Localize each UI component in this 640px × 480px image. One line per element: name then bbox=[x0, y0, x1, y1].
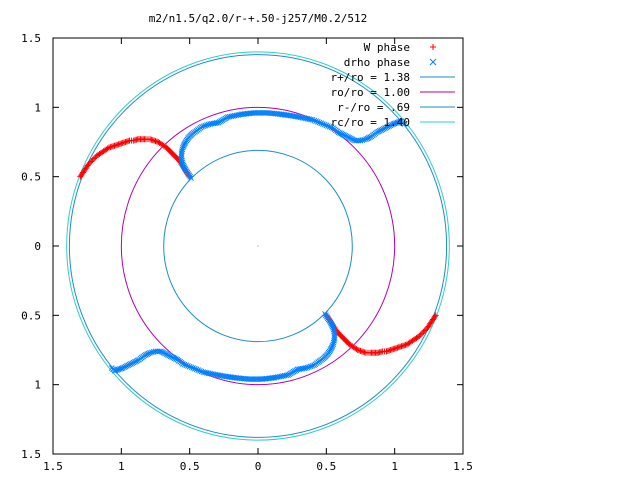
origin-dot bbox=[257, 245, 259, 247]
y-tick-label: 1 bbox=[34, 101, 41, 114]
drho-phase-point bbox=[188, 364, 195, 371]
drho-phase-point bbox=[321, 121, 328, 128]
w-phase-point bbox=[405, 340, 412, 347]
x-tick-label: 0.5 bbox=[180, 460, 200, 473]
legend-label: W phase bbox=[364, 41, 410, 54]
reference-circles bbox=[66, 51, 450, 441]
drho-phase-point bbox=[328, 124, 335, 131]
y-tick-label: 1 bbox=[34, 379, 41, 392]
drho-phase-point bbox=[108, 365, 115, 371]
w-phase-point bbox=[86, 159, 93, 166]
legend-entry: W phase bbox=[364, 41, 436, 54]
circle-r-ro bbox=[163, 149, 353, 343]
drho-phase-point bbox=[320, 121, 326, 127]
drho-phase-point bbox=[309, 362, 316, 369]
drho-phase-point bbox=[213, 120, 220, 126]
series-drho-phase bbox=[108, 110, 408, 382]
circle-ro-ro bbox=[120, 106, 396, 386]
w-phase-point bbox=[421, 327, 428, 334]
drho-phase-point bbox=[204, 122, 210, 128]
x-tick-label: 1.5 bbox=[453, 460, 473, 473]
y-tick-label: 1.5 bbox=[21, 32, 41, 45]
drho-phase-point bbox=[313, 118, 319, 125]
legend-label: drho phase bbox=[344, 56, 410, 69]
y-tick-label: 0.5 bbox=[21, 309, 41, 322]
legend-label: r-/ro = .69 bbox=[337, 101, 410, 114]
drho-phase-point bbox=[296, 366, 303, 372]
drho-phase-point bbox=[202, 122, 209, 129]
drho-phase-point bbox=[200, 123, 207, 130]
drho-phase-point bbox=[200, 369, 207, 376]
drho-phase-point bbox=[361, 136, 367, 143]
drho-phase-point bbox=[306, 364, 312, 370]
w-phase-point bbox=[89, 157, 96, 164]
data-series bbox=[77, 110, 439, 382]
drho-phase-point bbox=[307, 363, 314, 370]
legend-entry: drho phase bbox=[344, 56, 437, 69]
w-phase-point bbox=[104, 145, 111, 152]
w-phase-point bbox=[88, 158, 95, 165]
x-tick-label: 1 bbox=[391, 460, 398, 473]
drho-phase-point bbox=[316, 119, 323, 126]
drho-phase-point bbox=[401, 121, 408, 127]
x-tick-label: 0 bbox=[255, 460, 262, 473]
y-tick-label: 1.5 bbox=[21, 448, 41, 461]
w-phase-point bbox=[424, 324, 431, 331]
drho-phase-point bbox=[311, 117, 318, 124]
legend-entry: rc/ro = 1.40 bbox=[331, 116, 455, 129]
drho-phase-point bbox=[195, 367, 202, 373]
w-phase-point bbox=[423, 326, 430, 333]
drho-phase-point bbox=[429, 58, 437, 66]
drho-phase-point bbox=[318, 120, 325, 127]
chart-title: m2/n1.5/q2.0/r-+.50-j257/M0.2/512 bbox=[149, 12, 368, 25]
drho-phase-point bbox=[309, 116, 316, 123]
y-tick-label: 0.5 bbox=[21, 171, 41, 184]
x-tick-label: 1 bbox=[118, 460, 125, 473]
legend-label: rc/ro = 1.40 bbox=[331, 116, 410, 129]
w-phase-point bbox=[91, 155, 97, 162]
drho-phase-point bbox=[181, 361, 188, 368]
drho-phase-point bbox=[308, 116, 314, 123]
drho-phase-point bbox=[191, 365, 198, 372]
drho-phase-point bbox=[149, 349, 155, 356]
drho-phase-point bbox=[202, 369, 208, 376]
circle-rc-ro bbox=[66, 51, 450, 441]
drho-phase-point bbox=[198, 368, 205, 375]
drho-phase-point bbox=[186, 363, 193, 370]
w-phase-point bbox=[430, 44, 436, 50]
w-phase-point bbox=[419, 330, 425, 337]
circle-r-ro bbox=[68, 54, 448, 438]
legend-entry: r-/ro = .69 bbox=[337, 101, 455, 114]
legend-label: r+/ro = 1.38 bbox=[331, 71, 410, 84]
drho-phase-point bbox=[325, 123, 331, 129]
legend-label: ro/ro = 1.00 bbox=[331, 86, 410, 99]
drho-phase-point bbox=[193, 366, 200, 373]
w-phase-point bbox=[420, 328, 427, 335]
y-tick-label: 0 bbox=[34, 240, 41, 253]
drho-phase-point bbox=[197, 367, 203, 374]
drho-phase-point bbox=[179, 146, 186, 153]
drho-phase-point bbox=[330, 339, 337, 346]
series-w-phase bbox=[77, 136, 439, 356]
axis-ticks: 1.5 1 0.5 0 0.5 1 1.51.510.500.511.5 bbox=[21, 32, 473, 473]
drho-phase-point bbox=[185, 363, 191, 369]
x-tick-label: 1.5 bbox=[43, 460, 63, 473]
drho-phase-point bbox=[183, 362, 190, 369]
drho-phase-point bbox=[190, 365, 196, 371]
x-tick-label: 0.5 bbox=[316, 460, 336, 473]
w-phase-point bbox=[85, 161, 92, 168]
drho-phase-point bbox=[311, 362, 317, 369]
drho-phase-point bbox=[199, 123, 205, 130]
drho-phase-point bbox=[314, 119, 321, 125]
drho-phase-point bbox=[326, 123, 333, 130]
legend-entry: r+/ro = 1.38 bbox=[331, 71, 455, 84]
legend-entry: ro/ro = 1.00 bbox=[331, 86, 455, 99]
drho-phase-point bbox=[323, 122, 330, 129]
drho-phase-point bbox=[304, 364, 311, 371]
legend: W phase drho phase r+/ro = 1.38 ro/ro = 1.0… bbox=[331, 41, 455, 129]
drho-phase-point bbox=[205, 121, 212, 128]
